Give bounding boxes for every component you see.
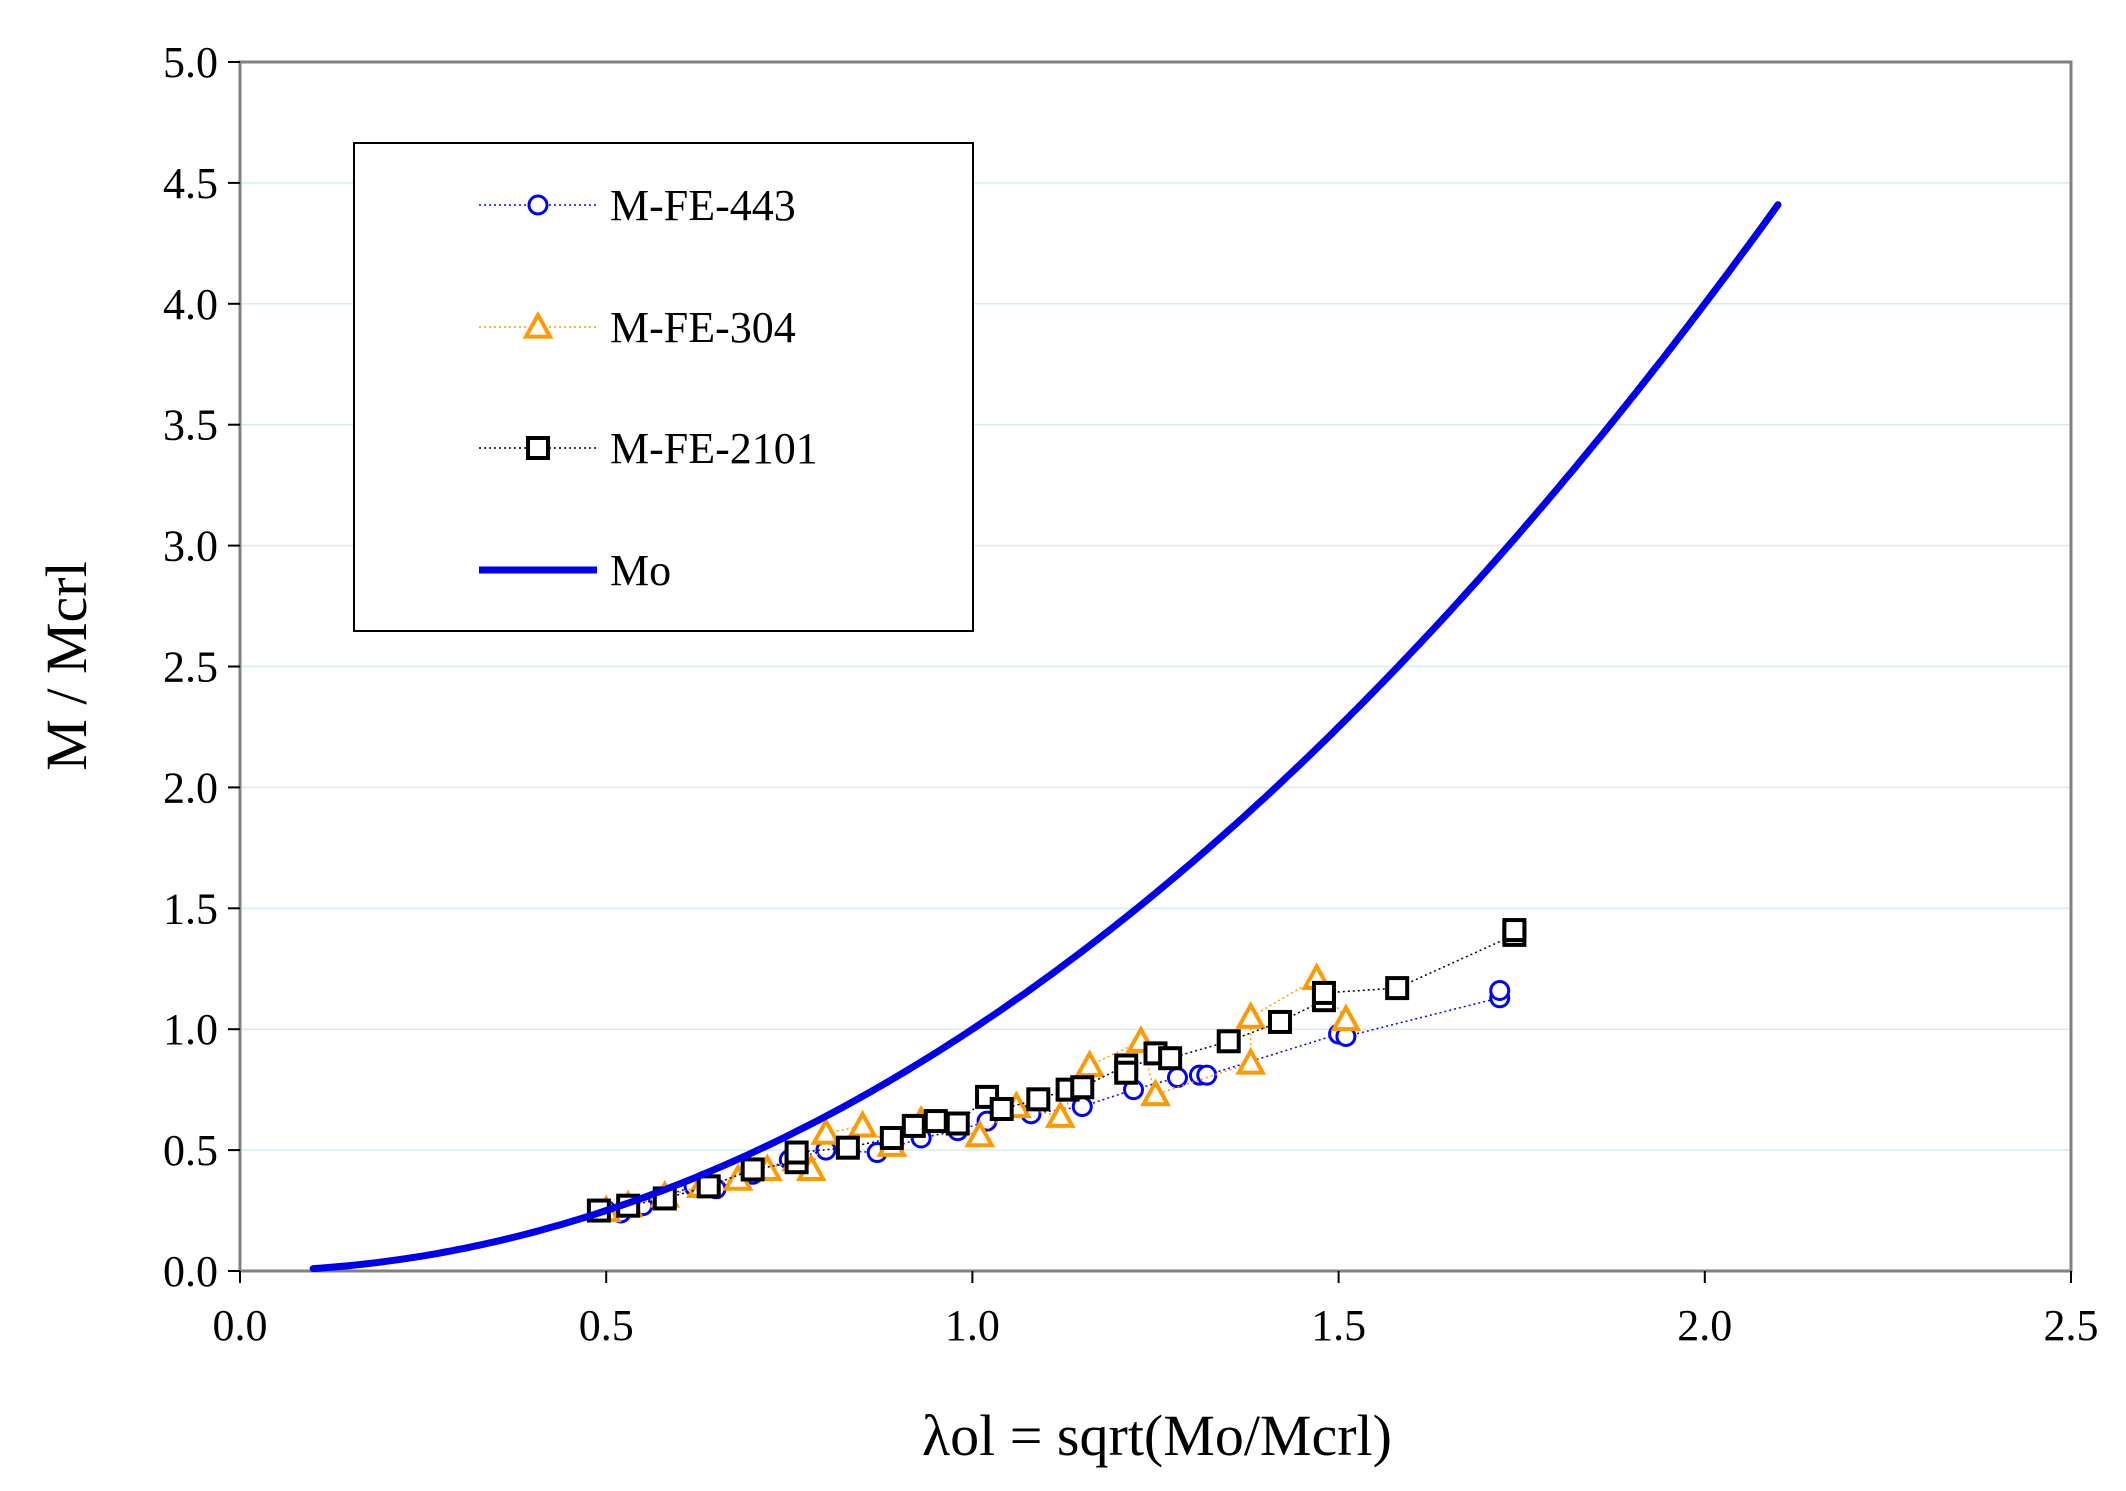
data-point bbox=[1140, 1078, 1171, 1107]
legend-label: M-FE-443 bbox=[610, 181, 796, 230]
series-m-fe-2101 bbox=[586, 918, 1527, 1223]
y-tick-label: 0.0 bbox=[163, 1247, 218, 1296]
y-tick-label: 2.5 bbox=[163, 643, 218, 692]
x-tick-label: 1.5 bbox=[1311, 1301, 1366, 1350]
x-tick-label: 0.5 bbox=[579, 1301, 634, 1350]
data-point bbox=[1026, 1087, 1051, 1112]
legend-item: M-FE-304 bbox=[479, 303, 796, 352]
data-point bbox=[923, 1109, 948, 1134]
series-line bbox=[598, 930, 1516, 1212]
y-tick-label: 3.0 bbox=[163, 522, 218, 571]
data-point bbox=[1074, 1049, 1105, 1078]
series-mo-curve bbox=[309, 201, 1782, 1273]
data-point bbox=[1216, 1029, 1241, 1054]
data-point bbox=[1158, 1046, 1183, 1071]
y-tick-label: 1.5 bbox=[163, 884, 218, 933]
data-point bbox=[1489, 980, 1511, 1002]
legend-item: M-FE-2101 bbox=[479, 424, 818, 473]
data-point bbox=[696, 1174, 721, 1199]
series-layer bbox=[309, 201, 1782, 1273]
x-tick-label: 2.0 bbox=[1677, 1301, 1732, 1350]
data-point bbox=[1070, 1075, 1095, 1100]
y-axis-ticks: 0.0 0.5 1.0 1.5 2.0 2.5 3.0 3.5 4.0 4.5 5.0 bbox=[163, 38, 240, 1296]
x-axis-ticks: 0.0 0.5 1.0 1.5 2.0 2.5 bbox=[213, 1271, 2099, 1350]
data-point bbox=[1330, 1003, 1362, 1032]
y-tick-label: 3.5 bbox=[163, 401, 218, 450]
y-axis-title: M / Mcrl bbox=[34, 561, 99, 770]
legend-marker bbox=[526, 436, 550, 460]
y-tick-label: 4.5 bbox=[163, 159, 218, 208]
data-point bbox=[1044, 1100, 1076, 1128]
y-tick-label: 2.0 bbox=[163, 763, 218, 812]
legend-label: M-FE-2101 bbox=[610, 424, 818, 473]
data-point bbox=[810, 1117, 842, 1145]
data-point bbox=[879, 1126, 904, 1151]
legend-label: Mo bbox=[610, 546, 671, 595]
legend-box bbox=[353, 142, 974, 632]
x-tick-label: 0.0 bbox=[213, 1301, 268, 1350]
data-point bbox=[1114, 1060, 1139, 1085]
legend: M-FE-443 M-FE-304 M-FE-2101 Mo bbox=[353, 142, 974, 632]
legend-marker bbox=[527, 194, 549, 216]
y-tick-label: 5.0 bbox=[163, 38, 218, 87]
x-tick-label: 2.5 bbox=[2044, 1301, 2099, 1350]
data-point bbox=[1311, 980, 1336, 1005]
data-point bbox=[901, 1113, 926, 1138]
data-point bbox=[740, 1157, 765, 1182]
data-point bbox=[1502, 918, 1527, 943]
y-tick-label: 0.5 bbox=[163, 1126, 218, 1175]
y-tick-label: 4.0 bbox=[163, 280, 218, 329]
data-point bbox=[1385, 976, 1410, 1001]
data-point bbox=[945, 1111, 970, 1136]
data-point bbox=[784, 1140, 809, 1165]
data-point bbox=[1196, 1064, 1218, 1086]
data-point bbox=[1235, 1000, 1267, 1029]
data-point bbox=[835, 1135, 860, 1160]
y-tick-label: 1.0 bbox=[163, 1005, 218, 1054]
x-axis-title: λol = sqrt(Mo/Mcrl) bbox=[922, 1403, 1392, 1468]
data-point bbox=[1235, 1046, 1267, 1075]
data-point bbox=[1166, 1067, 1188, 1089]
data-point bbox=[847, 1109, 878, 1138]
data-point bbox=[989, 1096, 1014, 1121]
data-point bbox=[964, 1119, 996, 1148]
x-tick-label: 1.0 bbox=[945, 1301, 1000, 1350]
legend-marker bbox=[522, 310, 554, 339]
legend-item: M-FE-443 bbox=[479, 181, 796, 230]
data-point bbox=[1268, 1009, 1293, 1034]
legend-item: Mo bbox=[479, 546, 671, 595]
legend-label: M-FE-304 bbox=[610, 303, 796, 352]
